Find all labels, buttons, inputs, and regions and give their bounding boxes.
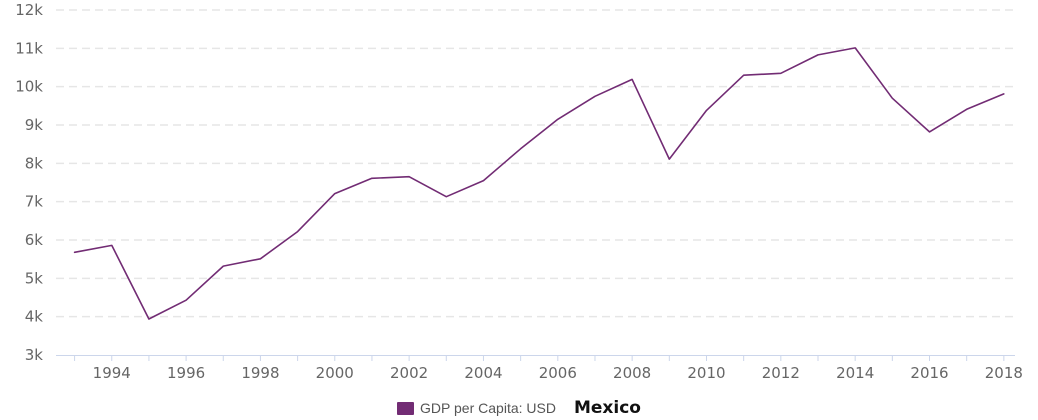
- y-tick-label: 11k: [15, 39, 43, 57]
- data-point[interactable]: [182, 296, 190, 304]
- x-axis-ticks: 1994 1996 1998 2000 2002 2004 2006 2008 2010 2012…: [93, 364, 1023, 382]
- x-tick-label: 2008: [613, 364, 651, 382]
- y-tick-label: 5k: [25, 269, 44, 287]
- data-point[interactable]: [665, 155, 673, 163]
- data-point[interactable]: [294, 228, 302, 236]
- y-tick-label: 4k: [25, 308, 44, 326]
- y-tick-label: 6k: [25, 231, 44, 249]
- data-point[interactable]: [740, 71, 748, 79]
- data-point[interactable]: [851, 44, 859, 52]
- x-tick-label: 2000: [316, 364, 354, 382]
- data-point[interactable]: [591, 92, 599, 100]
- series-line[interactable]: [73, 47, 1005, 320]
- y-tick-label: 12k: [15, 1, 43, 19]
- data-point[interactable]: [442, 193, 450, 201]
- x-tick-label: 2004: [464, 364, 502, 382]
- data-point[interactable]: [517, 145, 525, 153]
- series-group: [71, 44, 1008, 323]
- legend-country-label: Mexico: [573, 398, 641, 418]
- legend-series-label[interactable]: GDP per Capita: USD: [420, 400, 556, 416]
- data-point[interactable]: [888, 94, 896, 102]
- data-point[interactable]: [145, 315, 153, 323]
- legend[interactable]: GDP per Capita: USD Mexico: [0, 396, 1038, 420]
- data-point[interactable]: [405, 173, 413, 181]
- data-point[interactable]: [554, 115, 562, 123]
- data-point[interactable]: [108, 241, 116, 249]
- legend-swatch[interactable]: [397, 401, 415, 415]
- y-tick-label: 7k: [25, 193, 44, 211]
- x-tick-label: 2018: [985, 364, 1023, 382]
- data-point[interactable]: [777, 69, 785, 77]
- data-point[interactable]: [331, 190, 339, 198]
- x-tick-label: 1994: [93, 364, 131, 382]
- data-point[interactable]: [256, 255, 264, 263]
- data-point[interactable]: [628, 75, 636, 83]
- x-tick-label: 2006: [539, 364, 577, 382]
- y-axis-ticks: 3k 4k 5k 6k 7k 8k 9k 10k 11k 12k: [15, 1, 43, 364]
- y-tick-label: 8k: [25, 154, 44, 172]
- data-point[interactable]: [479, 177, 487, 185]
- data-point[interactable]: [219, 262, 227, 270]
- data-point[interactable]: [926, 128, 934, 136]
- x-tick-label: 2010: [687, 364, 725, 382]
- x-tick-label: 2014: [836, 364, 874, 382]
- data-point[interactable]: [814, 51, 822, 59]
- data-point[interactable]: [368, 174, 376, 182]
- data-point[interactable]: [71, 248, 79, 256]
- line-chart: 3k 4k 5k 6k 7k 8k 9k 10k 11k 12k 1994 1996 1998 2000…: [15, 1, 1023, 382]
- y-tick-label: 3k: [25, 346, 44, 364]
- x-tick-label: 1996: [167, 364, 205, 382]
- y-tick-label: 10k: [15, 78, 43, 96]
- data-point[interactable]: [702, 106, 710, 114]
- x-tick-label: 2002: [390, 364, 428, 382]
- y-tick-label: 9k: [25, 116, 44, 134]
- x-tick-label: 2016: [910, 364, 948, 382]
- grid-lines: [56, 9, 1015, 318]
- data-point[interactable]: [963, 105, 971, 113]
- x-axis: [56, 355, 1015, 361]
- x-tick-label: 2012: [762, 364, 800, 382]
- data-point[interactable]: [1000, 90, 1008, 98]
- x-tick-label: 1998: [241, 364, 279, 382]
